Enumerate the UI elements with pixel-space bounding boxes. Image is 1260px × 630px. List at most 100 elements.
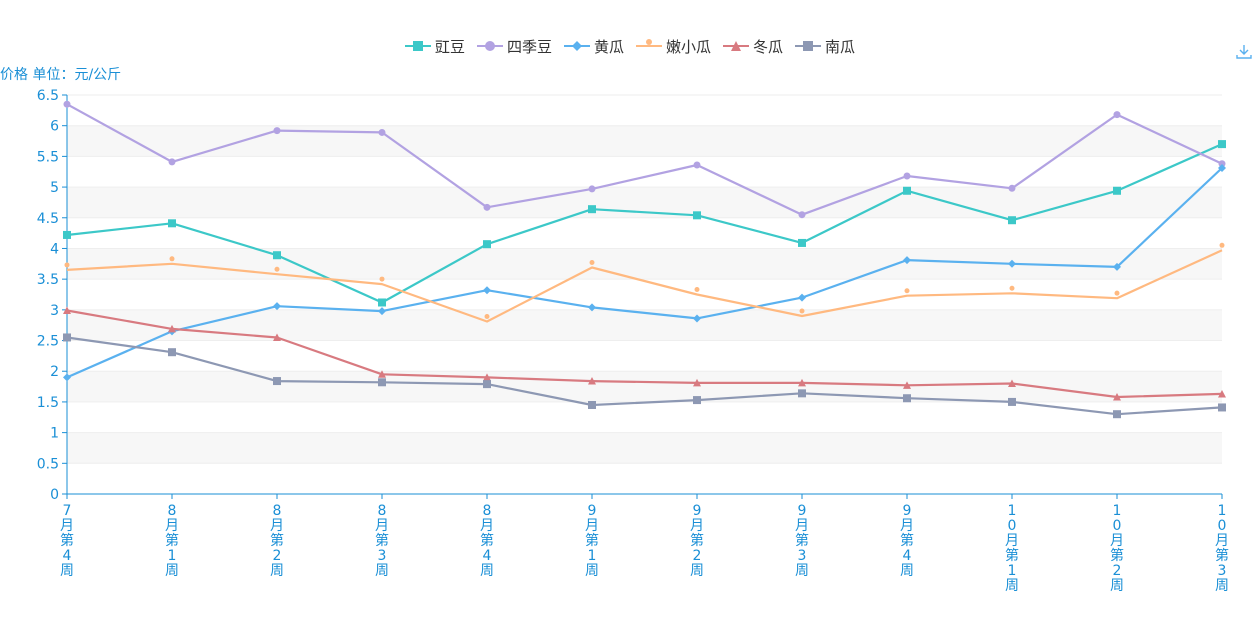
series-2-point [903, 256, 911, 265]
series-line-3 [66, 249, 1223, 323]
series-3-point [904, 288, 910, 294]
y-tick-label: 1.5 [37, 395, 59, 411]
series-1-point [1218, 160, 1226, 168]
series-2-point [1008, 259, 1016, 268]
x-tick-label: 9 月第 4 周 [900, 503, 914, 579]
download-icon[interactable] [1236, 44, 1252, 60]
series-2-point [588, 303, 596, 312]
legend-label: 南瓜 [825, 37, 856, 56]
series-2-point [1218, 164, 1226, 173]
y-tick-label: 1 [50, 426, 59, 442]
series-5-point [483, 380, 491, 389]
series-4-point [168, 324, 176, 333]
legend-label: 嫩小瓜 [666, 37, 712, 56]
x-tick-label: 9 月第 1 周 [585, 503, 599, 579]
x-tick-label: 8 月第 3 周 [375, 503, 389, 579]
series-5-point [903, 394, 911, 403]
chart-legend: 豇豆 四季豆 黄瓜 嫩小瓜 冬瓜 南瓜 [0, 34, 1260, 58]
series-3-point [589, 259, 595, 265]
legend-item-4[interactable]: 冬瓜 [723, 36, 783, 57]
series-1-point [1008, 184, 1016, 192]
legend-label: 黄瓜 [593, 37, 624, 56]
series-3-point [274, 266, 280, 272]
y-tick-label: 3 [50, 303, 59, 319]
series-line-1 [66, 103, 1223, 216]
y-axis-title: 价格 单位：元/公斤 [0, 67, 122, 83]
legend-marker-icon [563, 41, 590, 51]
series-1-point [1113, 111, 1121, 119]
series-0-point [798, 238, 806, 247]
series-5-point [693, 396, 701, 405]
series-line-2 [66, 167, 1223, 379]
y-tick-label: 0 [50, 487, 59, 503]
legend-marker-icon [723, 41, 750, 51]
series-line-4 [66, 309, 1223, 399]
series-0-point [168, 219, 176, 228]
series-5-point [63, 333, 71, 342]
series-0-point [1218, 140, 1226, 149]
legend-item-2[interactable]: 黄瓜 [563, 36, 624, 57]
series-3-point [379, 276, 385, 282]
x-tick-label: 9 月第 2 周 [690, 503, 704, 579]
series-1-point [588, 185, 596, 193]
legend-item-3[interactable]: 嫩小瓜 [636, 36, 711, 57]
grid-band [67, 432, 1222, 464]
series-3-point [1009, 285, 1015, 291]
series-2-point [63, 373, 71, 382]
series-1-point [693, 161, 701, 169]
y-tick-label: 0.5 [37, 456, 59, 472]
series-3-point [484, 314, 490, 320]
series-3-point [694, 287, 700, 292]
series-2-point [1113, 262, 1121, 271]
series-2-point [693, 314, 701, 323]
series-0-point [1008, 216, 1016, 225]
series-4-point [1008, 379, 1016, 388]
x-tick-label: 1 0 月第 2 周 [1110, 503, 1124, 594]
series-5-point [1113, 410, 1121, 419]
series-0-point [693, 211, 701, 220]
series-4-point [378, 370, 386, 378]
series-0-point [903, 186, 911, 195]
y-tick-label: 6 [50, 119, 59, 135]
series-0-point [588, 205, 596, 214]
series-3-point [799, 308, 805, 314]
y-tick-label: 3.5 [37, 272, 59, 288]
x-tick-label: 1 0 月第 3 周 [1215, 503, 1229, 594]
legend-marker-icon [476, 41, 503, 51]
series-1-point [273, 127, 281, 135]
legend-label: 冬瓜 [753, 37, 784, 56]
legend-marker-icon [636, 39, 662, 47]
series-3-point [64, 262, 70, 268]
legend-label: 四季豆 [506, 37, 552, 56]
series-5-point [1218, 403, 1226, 412]
series-3-point [1114, 290, 1120, 296]
series-4-point [903, 381, 911, 389]
legend-item-5[interactable]: 南瓜 [795, 36, 855, 57]
series-2-point [483, 286, 491, 295]
x-tick-label: 9 月第 3 周 [795, 503, 809, 579]
legend-item-1[interactable]: 四季豆 [476, 36, 552, 57]
x-tick-label: 1 0 月第 1 周 [1005, 503, 1019, 594]
series-5-point [798, 389, 806, 398]
series-1-point [378, 128, 386, 136]
y-tick-label: 4 [50, 241, 59, 257]
series-1-point [798, 211, 806, 219]
legend-item-0[interactable]: 豇豆 [404, 36, 465, 57]
series-2-point [273, 302, 281, 311]
series-5-point [588, 400, 596, 409]
series-1-point [63, 100, 71, 108]
x-tick-label: 7 月第 4 周 [60, 503, 74, 579]
series-4-point [693, 378, 701, 387]
series-5-point [1008, 397, 1016, 406]
series-3-point [1219, 242, 1225, 248]
series-0-point [63, 230, 71, 239]
series-line-0 [66, 143, 1223, 304]
series-5-point [168, 348, 176, 357]
y-tick-label: 5.5 [37, 149, 59, 165]
series-1-point [903, 172, 911, 180]
series-line-5 [66, 336, 1223, 416]
x-tick-label: 8 月第 4 周 [480, 503, 494, 579]
y-tick-label: 2 [50, 364, 59, 380]
series-2-point [798, 293, 806, 302]
